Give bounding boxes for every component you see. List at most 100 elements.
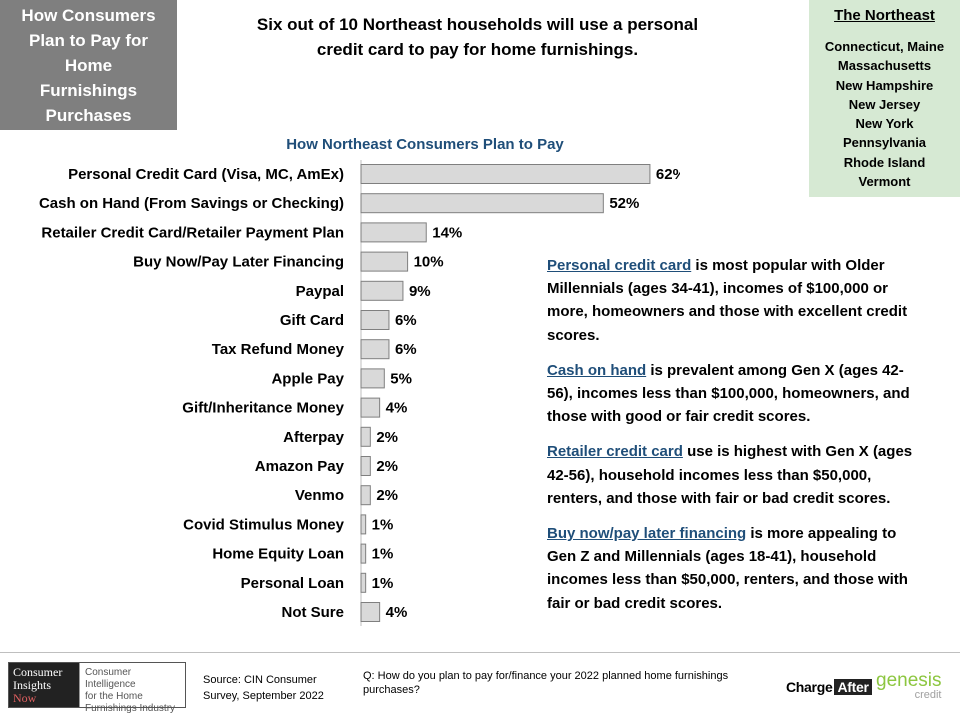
insight-highlight: Retailer credit card <box>547 443 683 461</box>
logo-word: Consumer <box>13 665 63 679</box>
value-label: 1% <box>372 546 394 563</box>
bar <box>360 164 651 184</box>
region-box: The Northeast Connecticut, Maine Massach… <box>809 0 960 197</box>
headline-line-1: Six out of 10 Northeast households will … <box>256 15 699 34</box>
region-state: Massachusetts <box>837 58 932 74</box>
section-title-box: How Consumers Plan to Pay for Home Furni… <box>0 0 177 130</box>
logo-tagline-line: Consumer Intelligence <box>85 667 136 690</box>
source-line: Source: CIN Consumer <box>203 674 317 686</box>
genesis-logo-subtext: credit <box>914 689 942 701</box>
category-label: Home Equity Loan <box>212 546 344 563</box>
category-label: Gift/Inheritance Money <box>182 400 344 417</box>
value-label: 62% <box>656 166 680 183</box>
category-label: Afterpay <box>283 429 345 446</box>
region-title: The Northeast <box>834 7 935 24</box>
bar <box>360 397 381 418</box>
category-label: Paypal <box>296 283 344 300</box>
logo-word-now: Now <box>13 691 37 705</box>
bar <box>360 572 367 593</box>
category-label: Apple Pay <box>271 370 344 387</box>
bar <box>360 456 371 476</box>
category-label: Tax Refund Money <box>212 341 345 358</box>
region-state: New York <box>855 116 914 132</box>
headline: Six out of 10 Northeast households will … <box>205 12 750 62</box>
logo-tagline-line: Furnishings Industry <box>85 703 176 714</box>
logo-tagline: Consumer Intelligence for the Home Furni… <box>79 663 185 714</box>
chargeafter-logo-text: Charge <box>786 679 833 695</box>
region-state: Rhode Island <box>843 154 926 170</box>
insights-panel: Personal credit card is most popular wit… <box>547 254 917 627</box>
insight-highlight: Buy now/pay later financing <box>547 525 747 543</box>
insight-highlight: Cash on hand <box>547 361 647 379</box>
insight-paragraph: Personal credit card is most popular wit… <box>547 254 917 347</box>
region-state: Pennsylvania <box>842 135 927 151</box>
section-title-line: Furnishings <box>39 80 138 100</box>
value-label: 1% <box>372 516 394 533</box>
survey-question: Q: How do you plan to pay for/finance yo… <box>363 670 729 696</box>
value-label: 52% <box>609 195 639 212</box>
category-label: Cash on Hand (From Savings or Checking) <box>39 195 344 212</box>
value-label: 4% <box>386 604 408 621</box>
bar <box>360 280 404 301</box>
value-label: 14% <box>432 224 462 241</box>
insight-text: is more appealing to Gen Z and Millennia… <box>547 525 908 612</box>
category-label: Not Sure <box>281 604 344 621</box>
value-label: 10% <box>414 254 444 271</box>
logo-word: Insights <box>13 678 52 692</box>
category-label: Amazon Pay <box>255 458 345 475</box>
bar <box>360 251 409 272</box>
logo-tagline-line: for the Home <box>85 691 143 702</box>
bar <box>360 426 371 447</box>
section-title-line: Home <box>64 55 113 75</box>
source-note: Source: CIN Consumer Survey, September 2… <box>203 672 353 704</box>
insight-text: is most popular with Older Millennials (… <box>547 257 908 344</box>
insight-highlight: Personal credit card <box>547 257 692 274</box>
value-label: 6% <box>395 312 417 329</box>
value-label: 2% <box>376 429 398 446</box>
region-state: New Jersey <box>848 96 921 112</box>
bar <box>360 514 367 535</box>
bar <box>360 543 367 564</box>
insight-text: is prevalent among Gen X (ages 42-56), i… <box>547 361 910 426</box>
category-label: Personal Loan <box>241 575 344 592</box>
source-line: Survey, September 2022 <box>203 690 324 702</box>
insight-paragraph: Buy now/pay later financing is more appe… <box>547 522 917 615</box>
category-label: Personal Credit Card (Visa, MC, AmEx) <box>68 166 344 183</box>
insight-text: use is highest with Gen X (ages 42-56), … <box>547 443 913 507</box>
value-label: 2% <box>376 458 398 475</box>
value-label: 9% <box>409 283 431 300</box>
headline-line-2: credit card to pay for home furnishings. <box>316 40 639 59</box>
logo-dark-panel: Consumer Insights Now <box>9 663 79 707</box>
genesis-credit-logo: genesis credit <box>876 670 942 701</box>
chargeafter-logo: Charge After <box>786 679 872 695</box>
insight-paragraph: Cash on hand is prevalent among Gen X (a… <box>547 359 917 429</box>
value-label: 1% <box>372 575 394 592</box>
section-title-line: How Consumers <box>21 5 156 25</box>
category-label: Venmo <box>295 487 344 504</box>
chart-title: How Northeast Consumers Plan to Pay <box>286 136 564 153</box>
bar-chart: Personal Credit Card (Visa, MC, AmEx) 62%… <box>39 160 680 626</box>
category-label: Gift Card <box>280 312 344 329</box>
category-label: Buy Now/Pay Later Financing <box>133 254 344 271</box>
value-label: 2% <box>376 487 398 504</box>
genesis-logo-text: genesis <box>876 670 942 691</box>
bar <box>360 193 604 214</box>
value-label: 4% <box>386 400 408 417</box>
region-state: New Hampshire <box>835 77 934 93</box>
value-label: 5% <box>390 370 412 387</box>
bar <box>360 368 385 389</box>
footer-divider <box>0 652 960 653</box>
chargeafter-logo-box: After <box>834 679 872 695</box>
bar <box>360 339 390 360</box>
section-title-line: Plan to Pay for <box>28 30 149 50</box>
category-label: Covid Stimulus Money <box>183 516 345 533</box>
bar <box>360 310 390 330</box>
bar <box>360 222 427 243</box>
bar <box>360 485 371 506</box>
value-label: 6% <box>395 341 417 358</box>
section-title-line: Purchases <box>45 105 132 125</box>
consumer-insights-now-logo: Consumer Insights Now Consumer Intellige… <box>8 662 186 714</box>
region-state: Vermont <box>858 174 911 190</box>
region-state: Connecticut, Maine <box>824 39 945 54</box>
bar <box>360 602 381 622</box>
